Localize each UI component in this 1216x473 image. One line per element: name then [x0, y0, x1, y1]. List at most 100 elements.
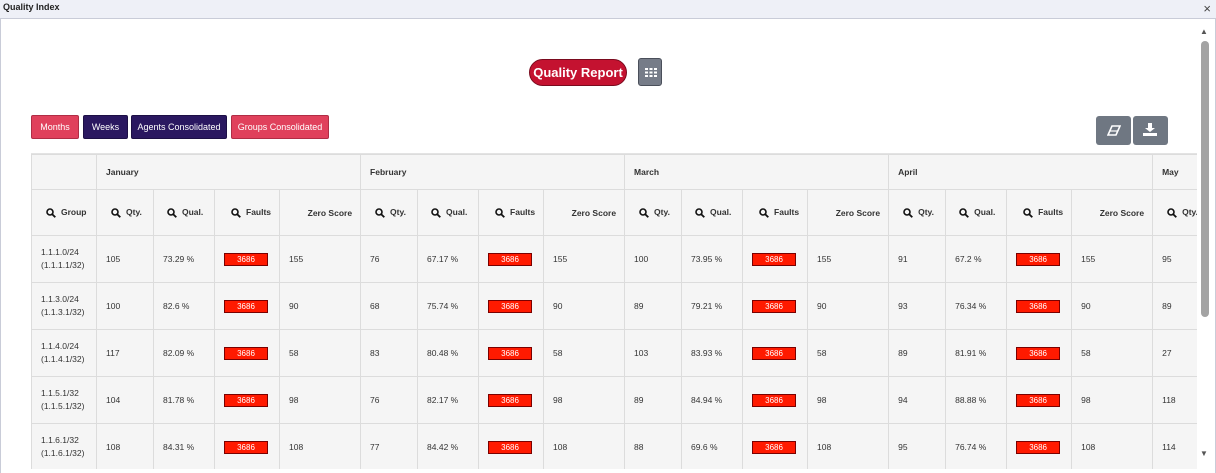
- search-icon[interactable]: [495, 208, 505, 218]
- column-header-zero-score[interactable]: Zero Score: [807, 189, 890, 236]
- column-header-label: Faults: [774, 207, 800, 218]
- grid-view-button[interactable]: [638, 58, 662, 86]
- column-header-faults[interactable]: Faults: [478, 189, 545, 236]
- table-row[interactable]: 1.1.4.0/24 (1.1.4.1/32) 117 82.09 % 3686 58 83…: [31, 329, 1197, 377]
- faults-badge[interactable]: 3686: [224, 440, 268, 454]
- qty-cell: 88: [624, 423, 683, 469]
- zero-score-cell: 108: [1071, 423, 1154, 469]
- group-cell: 1.1.6.1/32 (1.1.6.1/32): [31, 423, 97, 469]
- column-header-qual[interactable]: Qual.: [945, 189, 1008, 236]
- column-header-qty[interactable]: Qty.: [1152, 189, 1197, 236]
- search-icon[interactable]: [1167, 208, 1178, 218]
- column-header-zero-score[interactable]: Zero Score: [1071, 189, 1154, 236]
- faults-badge[interactable]: 3686: [488, 299, 533, 313]
- group-host: (1.1.6.1/32): [41, 448, 85, 458]
- column-header-group[interactable]: Group: [31, 189, 97, 236]
- column-header-label: Faults: [1038, 207, 1064, 218]
- zero-score-cell: 98: [278, 376, 362, 424]
- faults-cell: 3686: [214, 423, 280, 469]
- quality-report-button[interactable]: Quality Report: [529, 59, 627, 86]
- quality-cell: 81.78 %: [153, 376, 215, 424]
- faults-badge[interactable]: 3686: [224, 346, 268, 360]
- faults-badge[interactable]: 3686: [752, 393, 797, 407]
- faults-cell: 3686: [1006, 376, 1073, 424]
- faults-badge[interactable]: 3686: [1016, 346, 1061, 360]
- tab-months[interactable]: Months: [31, 115, 79, 139]
- quality-cell: 82.09 %: [153, 329, 215, 377]
- search-icon[interactable]: [959, 208, 970, 218]
- group-cell: 1.1.3.0/24 (1.1.3.1/32): [31, 282, 97, 330]
- month-header: May: [1152, 154, 1197, 190]
- quality-cell: 81.91 %: [945, 329, 1008, 377]
- faults-badge[interactable]: 3686: [1016, 393, 1061, 407]
- column-header-label: Qual.: [182, 207, 204, 218]
- column-header-qty[interactable]: Qty.: [624, 189, 683, 236]
- download-button[interactable]: [1133, 116, 1168, 145]
- search-icon[interactable]: [431, 208, 441, 218]
- quality-cell: 76.34 %: [945, 282, 1008, 330]
- scroll-down-icon[interactable]: ▼: [1200, 449, 1208, 458]
- search-icon[interactable]: [111, 208, 121, 218]
- tab-groups-consolidated[interactable]: Groups Consolidated: [231, 115, 329, 139]
- tab-agents-consolidated[interactable]: Agents Consolidated: [131, 115, 227, 139]
- qty-cell: 117: [96, 329, 154, 377]
- column-header-faults[interactable]: Faults: [214, 189, 280, 236]
- search-icon[interactable]: [46, 208, 56, 218]
- scroll-thumb[interactable]: [1201, 41, 1209, 317]
- search-icon[interactable]: [639, 208, 649, 218]
- search-icon[interactable]: [231, 208, 241, 218]
- qty-cell: 89: [624, 282, 683, 330]
- column-header-qty[interactable]: Qty.: [96, 189, 154, 236]
- column-header-zero-score[interactable]: Zero Score: [278, 189, 362, 236]
- close-icon[interactable]: ×: [1203, 1, 1211, 16]
- table-row[interactable]: 1.1.3.0/24 (1.1.3.1/32) 100 82.6 % 3686 90 68 7…: [31, 282, 1197, 330]
- search-icon[interactable]: [903, 208, 914, 218]
- quality-table-container[interactable]: January February March April May Group Qty. Qua…: [31, 153, 1197, 469]
- tab-weeks[interactable]: Weeks: [83, 115, 128, 139]
- faults-badge[interactable]: 3686: [488, 393, 533, 407]
- faults-badge[interactable]: 3686: [488, 440, 533, 454]
- window-titlebar: Quality Index ×: [0, 0, 1216, 19]
- table-row[interactable]: 1.1.5.1/32 (1.1.5.1/32) 104 81.78 % 3686 98 76…: [31, 376, 1197, 424]
- faults-badge[interactable]: 3686: [224, 393, 268, 407]
- qty-cell: 114: [1152, 423, 1197, 469]
- group-network: 1.1.3.0/24: [41, 294, 79, 304]
- faults-badge[interactable]: 3686: [752, 299, 797, 313]
- column-header-faults[interactable]: Faults: [1006, 189, 1073, 236]
- header-corner: [31, 154, 97, 190]
- qty-cell: 108: [96, 423, 154, 469]
- search-icon[interactable]: [695, 208, 705, 218]
- column-header-qual[interactable]: Qual.: [417, 189, 480, 236]
- column-header-label: Zero Score: [307, 207, 353, 218]
- group-network: 1.1.1.0/24: [41, 247, 79, 257]
- scroll-up-icon[interactable]: ▲: [1200, 27, 1208, 36]
- table-row[interactable]: 1.1.1.0/24 (1.1.1.1/32) 105 73.29 % 3686 155 7…: [31, 235, 1197, 283]
- faults-badge[interactable]: 3686: [224, 299, 268, 313]
- search-icon[interactable]: [759, 208, 769, 218]
- faults-cell: 3686: [1006, 423, 1073, 469]
- search-icon[interactable]: [1023, 208, 1034, 218]
- column-header-zero-score[interactable]: Zero Score: [543, 189, 626, 236]
- faults-badge[interactable]: 3686: [1016, 252, 1061, 266]
- column-header-qual[interactable]: Qual.: [153, 189, 215, 236]
- faults-cell: 3686: [478, 376, 545, 424]
- zero-score-cell: 98: [807, 376, 890, 424]
- table-row[interactable]: 1.1.6.1/32 (1.1.6.1/32) 108 84.31 % 3686 108 7…: [31, 423, 1197, 469]
- column-header-faults[interactable]: Faults: [742, 189, 809, 236]
- vertical-scrollbar[interactable]: ▲ ▼: [1199, 27, 1211, 471]
- search-icon[interactable]: [167, 208, 177, 218]
- faults-badge[interactable]: 3686: [488, 346, 533, 360]
- column-header-qual[interactable]: Qual.: [681, 189, 744, 236]
- faults-badge[interactable]: 3686: [752, 440, 797, 454]
- faults-badge[interactable]: 3686: [224, 252, 268, 266]
- faults-badge[interactable]: 3686: [1016, 299, 1061, 313]
- search-icon[interactable]: [375, 208, 385, 218]
- zero-score-cell: 98: [543, 376, 626, 424]
- column-header-qty[interactable]: Qty.: [888, 189, 947, 236]
- column-header-qty[interactable]: Qty.: [360, 189, 419, 236]
- clear-button[interactable]: [1096, 116, 1131, 145]
- faults-badge[interactable]: 3686: [752, 252, 797, 266]
- faults-badge[interactable]: 3686: [752, 346, 797, 360]
- faults-badge[interactable]: 3686: [1016, 440, 1061, 454]
- faults-badge[interactable]: 3686: [488, 252, 533, 266]
